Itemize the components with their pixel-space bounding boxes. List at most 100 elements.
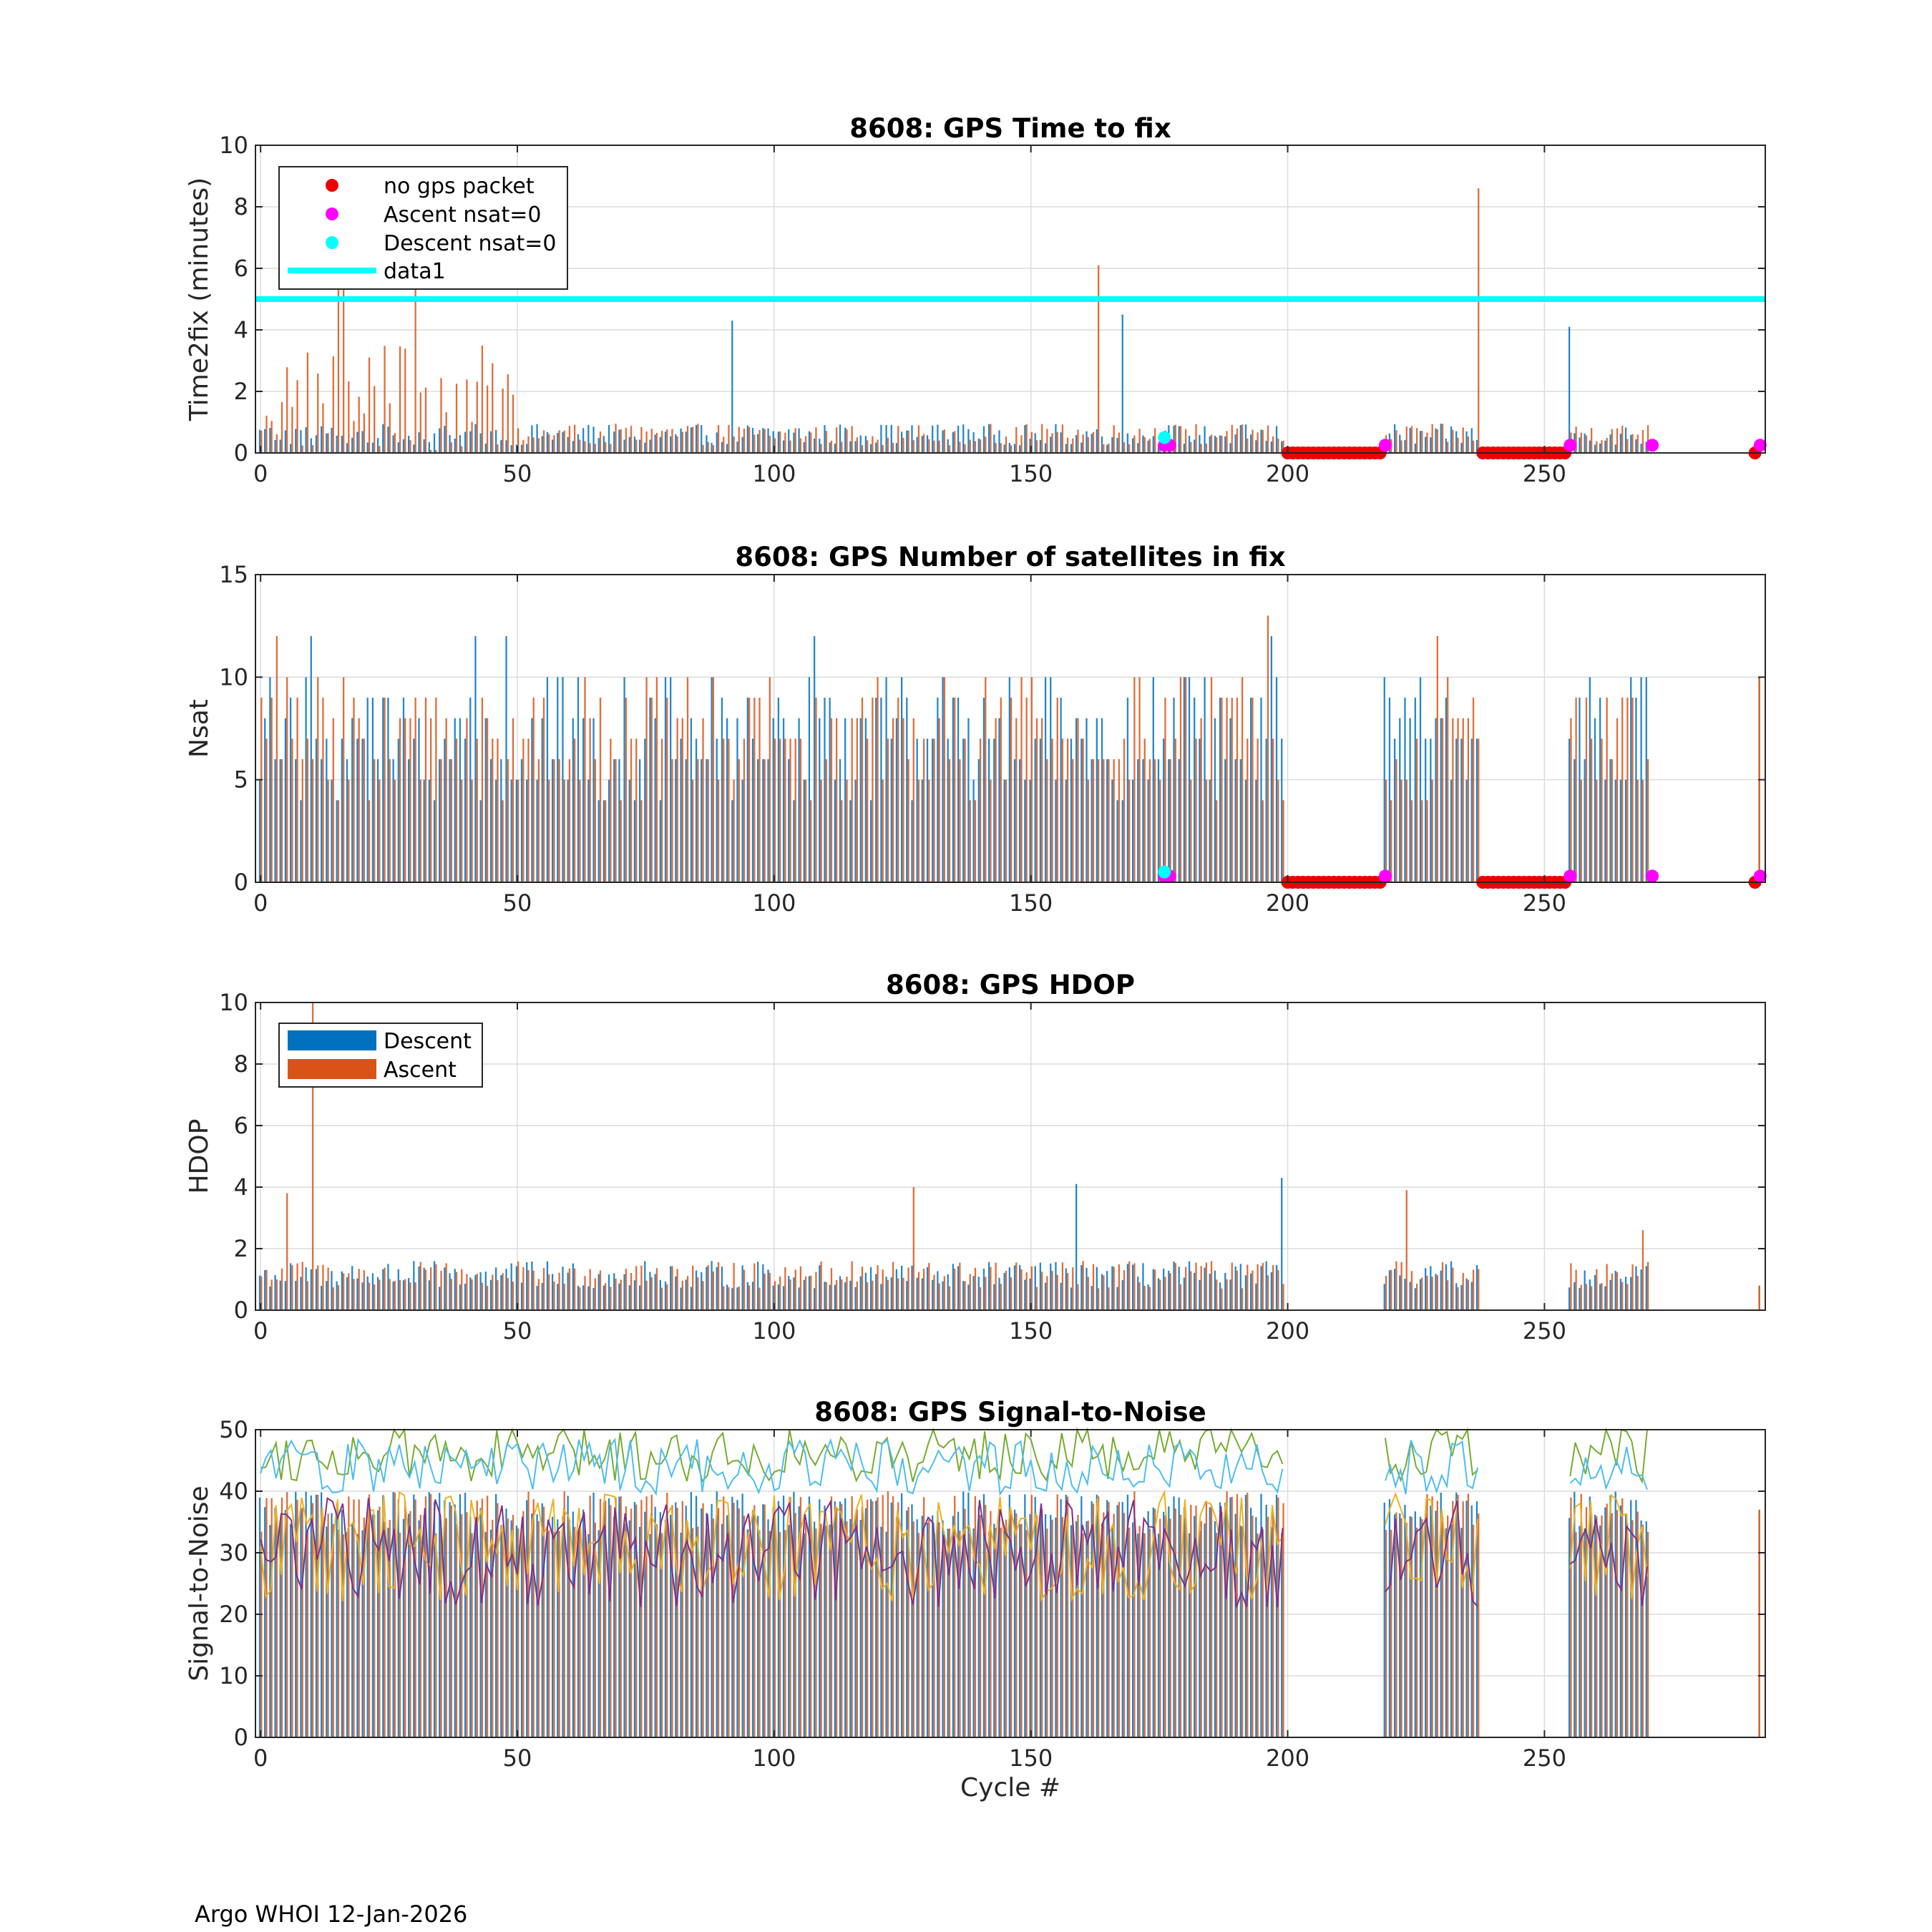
ascent-bar [943, 429, 945, 453]
descent-bar [1106, 759, 1108, 882]
descent-bar [1142, 1533, 1144, 1737]
ascent-bar [1103, 1512, 1105, 1737]
ascent-bar [481, 698, 484, 882]
ascent-bar [419, 1515, 421, 1737]
ascent-bar [507, 1518, 509, 1737]
ascent-bar [1025, 698, 1028, 882]
descent-bar [1214, 436, 1216, 453]
ascent-bar [1000, 443, 1002, 453]
descent-bar [1635, 1266, 1637, 1310]
ascent-bar [568, 426, 571, 453]
ascent-bar [1148, 1528, 1151, 1737]
ascent-bar [625, 427, 628, 453]
descent-bar [829, 1284, 831, 1310]
descent-bar [418, 432, 420, 453]
ascent-bar [1241, 1288, 1244, 1310]
descent-bar [408, 759, 410, 882]
descent-bar [433, 1501, 436, 1737]
ascent-bar [630, 1508, 633, 1737]
descent-bar [777, 431, 780, 453]
descent-bar [1229, 1497, 1231, 1737]
ascent-bar [851, 426, 853, 453]
ascent-bar [753, 1505, 756, 1737]
ascent-bar [887, 1491, 889, 1737]
ascent-bar [635, 738, 638, 882]
ascent-bar [1405, 779, 1407, 882]
ascent-bar [389, 759, 391, 882]
ascent-bar [1410, 1271, 1413, 1310]
descent-bar [582, 1285, 585, 1310]
descent-bar [623, 677, 625, 882]
descent-bar [1450, 1261, 1453, 1310]
snr-line-sat2 [1569, 1447, 1648, 1491]
descent-bar [279, 439, 281, 453]
ascent-bar [1143, 738, 1146, 882]
ascent-bar [363, 1270, 366, 1310]
descent-bar [449, 759, 451, 882]
ascent-bar [1426, 1494, 1428, 1737]
chart-title: 8608: GPS Number of satellites in fix [735, 542, 1285, 572]
descent-bar [1234, 759, 1236, 882]
descent-bar [371, 698, 374, 882]
ascent-bar [1041, 718, 1043, 882]
descent-bar [449, 1502, 451, 1737]
descent-bar [1388, 698, 1391, 882]
ascent-bar [867, 440, 869, 453]
ascent-bar [1641, 779, 1644, 882]
descent-bar [1450, 779, 1453, 882]
descent-bar [361, 1282, 364, 1310]
descent-bar [900, 1265, 903, 1310]
descent-bar [1640, 677, 1642, 882]
descent-bar [1609, 1279, 1611, 1310]
ascent-bar [990, 779, 992, 882]
descent-bar [289, 1523, 292, 1737]
descent-bar [1121, 1280, 1123, 1310]
ascent-bar [517, 1262, 519, 1310]
descent-bar [1594, 1514, 1596, 1737]
ascent-bar [1015, 718, 1018, 882]
descent-bar [387, 426, 389, 453]
ascent-bar [286, 1193, 288, 1310]
ascent-bar [645, 1280, 648, 1310]
descent-bar [1430, 437, 1432, 453]
descent-bar [376, 759, 379, 882]
descent-bar [993, 434, 995, 453]
ascent-bar [650, 1277, 653, 1310]
ascent-bar [270, 1279, 273, 1310]
ascent-bar [615, 1278, 617, 1310]
ascent-bar [794, 1269, 796, 1310]
descent-bar [906, 430, 908, 453]
descent-bar [1142, 759, 1144, 882]
descent-bar [869, 1499, 872, 1737]
ascent-bar [265, 1269, 268, 1310]
descent-bar [813, 636, 816, 882]
descent-bar [864, 1272, 867, 1310]
descent-bar [315, 738, 318, 882]
descent-bar [382, 698, 384, 882]
ascent-bar [450, 1279, 453, 1310]
descent-bar [1239, 1526, 1241, 1737]
ascent-bar [1267, 1516, 1269, 1737]
ascent-bar [779, 1276, 781, 1310]
descent-bar [489, 1279, 492, 1310]
descent-bar [701, 425, 703, 453]
descent-bar [890, 424, 892, 453]
descent-bar [1414, 443, 1416, 453]
descent-bar [1111, 1526, 1113, 1737]
descent-bar [1599, 1526, 1601, 1737]
descent-bar [315, 435, 318, 453]
ascent-bar [409, 440, 411, 453]
ascent-bar [374, 386, 376, 453]
ascent-bar [815, 1528, 817, 1737]
ascent-bar [769, 1531, 771, 1737]
descent-bar [1440, 718, 1442, 882]
descent-bar [551, 439, 554, 453]
descent-bar [341, 738, 343, 882]
descent-bar [444, 1267, 446, 1310]
ascent-bar [1226, 698, 1228, 882]
descent-bar [1116, 437, 1118, 453]
descent-bar [1425, 738, 1427, 882]
ascent-bar [358, 396, 360, 453]
ascent-bar [635, 1504, 638, 1737]
ascent-bar [1077, 429, 1079, 453]
